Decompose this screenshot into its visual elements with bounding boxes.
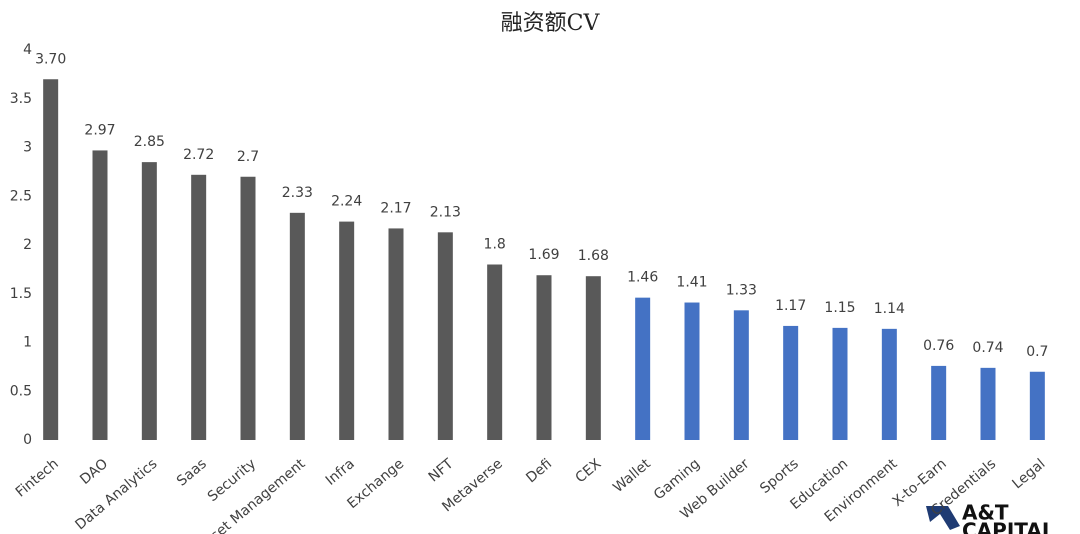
data-label: 2.97 xyxy=(84,122,115,138)
bar xyxy=(240,176,256,440)
x-tick-label: Fintech xyxy=(13,456,62,501)
x-tick-label: NFT xyxy=(426,456,457,486)
data-label: 2.33 xyxy=(282,185,313,201)
bar xyxy=(980,367,996,440)
bar xyxy=(388,228,404,440)
logo-icon xyxy=(926,506,960,530)
y-tick-label: 1.5 xyxy=(10,286,32,302)
y-tick-label: 0 xyxy=(23,432,32,448)
data-label: 1.17 xyxy=(775,298,806,314)
bar xyxy=(536,275,552,440)
bar xyxy=(487,264,503,440)
bar xyxy=(437,232,453,440)
data-label: 2.24 xyxy=(331,194,362,210)
bar xyxy=(783,325,799,440)
y-tick-label: 3.5 xyxy=(10,91,32,107)
y-tick-label: 2.5 xyxy=(10,188,32,204)
bar xyxy=(585,276,601,440)
data-label: 2.85 xyxy=(134,134,165,150)
data-label: 2.13 xyxy=(430,204,461,220)
y-tick-label: 1 xyxy=(23,335,32,351)
data-label: 2.17 xyxy=(380,200,411,216)
bar xyxy=(339,221,355,440)
bar xyxy=(289,212,305,440)
bar xyxy=(881,328,897,440)
data-label: 1.33 xyxy=(726,282,757,298)
bar xyxy=(733,310,749,440)
data-label: 2.72 xyxy=(183,147,214,163)
bar xyxy=(191,174,207,441)
bar xyxy=(1029,371,1045,440)
watermark: A&T xyxy=(962,501,1009,525)
x-tick-label: CEX xyxy=(573,456,605,487)
watermark: CAPITAL xyxy=(962,519,1055,534)
bar xyxy=(635,297,651,440)
x-tick-label: Wallet xyxy=(610,456,654,496)
data-label: 1.8 xyxy=(484,237,506,253)
data-label: 1.15 xyxy=(824,300,855,316)
data-label: 1.14 xyxy=(874,301,905,317)
y-tick-label: 2 xyxy=(23,237,32,253)
data-label: 0.76 xyxy=(923,338,954,354)
y-tick-label: 4 xyxy=(23,42,32,58)
x-tick-label: Sports xyxy=(757,456,802,497)
bar xyxy=(43,79,59,440)
x-tick-label: Defi xyxy=(523,456,555,486)
x-tick-label: Legal xyxy=(1009,456,1048,492)
data-label: 0.7 xyxy=(1026,344,1048,360)
bar xyxy=(92,150,108,441)
x-tick-label: Saas xyxy=(174,456,210,490)
bar xyxy=(141,162,157,440)
x-tick-label: Infra xyxy=(323,456,358,489)
y-tick-label: 3 xyxy=(23,140,32,156)
data-label: 1.68 xyxy=(578,248,609,264)
x-tick-label: DAO xyxy=(77,456,111,488)
data-label: 0.74 xyxy=(972,340,1003,356)
chart-title: 融资额CV xyxy=(501,11,601,36)
y-tick-label: 0.5 xyxy=(10,383,32,399)
data-label: 1.41 xyxy=(676,275,707,291)
data-label: 1.46 xyxy=(627,270,658,286)
bar xyxy=(684,302,700,440)
bar xyxy=(931,365,947,440)
data-label: 3.70 xyxy=(35,51,66,67)
bar xyxy=(832,327,848,440)
data-label: 2.7 xyxy=(237,149,259,165)
data-label: 1.69 xyxy=(528,247,559,263)
